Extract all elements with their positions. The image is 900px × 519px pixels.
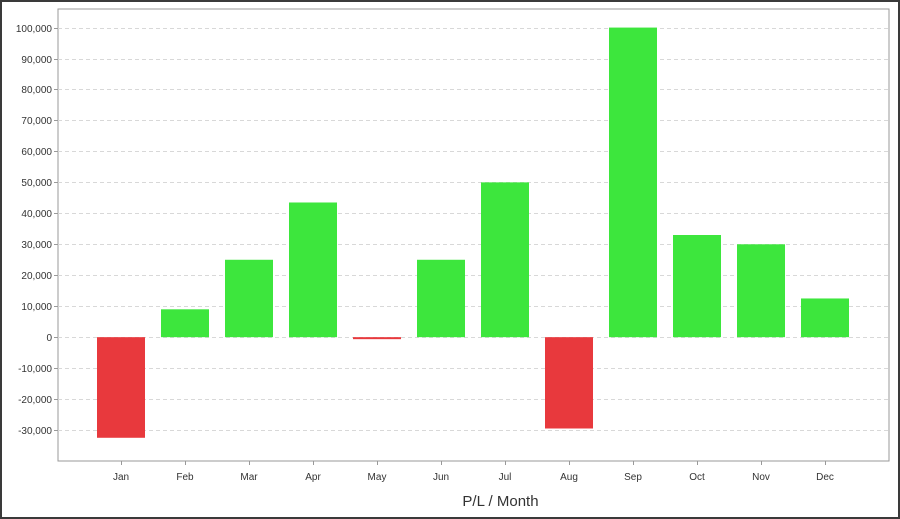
y-tick-label: 30,000 — [21, 240, 52, 251]
y-tick-label: -10,000 — [18, 364, 52, 375]
x-tick-label: Oct — [689, 472, 705, 483]
y-tick-label: 70,000 — [21, 116, 52, 127]
bar-jun — [417, 259, 465, 338]
grid-lines — [58, 28, 889, 431]
x-tick-label: Sep — [624, 472, 642, 483]
y-tick-label: -20,000 — [18, 395, 52, 406]
bar-aug — [545, 337, 593, 429]
x-tick-label: Nov — [752, 472, 770, 483]
x-tick-label: Dec — [816, 472, 834, 483]
bar-nov — [737, 244, 785, 338]
bar-mar — [225, 259, 273, 338]
x-tick-label: Aug — [560, 472, 578, 483]
bars — [97, 27, 849, 438]
bar-jul — [481, 182, 529, 338]
x-tick-label: Mar — [240, 472, 258, 483]
y-tick-label: 80,000 — [21, 85, 52, 96]
y-tick-label: 20,000 — [21, 271, 52, 282]
bar-sep — [609, 27, 657, 338]
y-tick-label: 40,000 — [21, 209, 52, 220]
x-tick-label: Jul — [499, 472, 512, 483]
plot-area — [57, 8, 890, 462]
y-tick-label: 0 — [46, 333, 52, 344]
bar-jan — [97, 337, 145, 438]
x-tick-label: Feb — [176, 472, 194, 483]
x-tick-label: Jan — [113, 472, 129, 483]
x-tick-label: Jun — [433, 472, 449, 483]
bar-apr — [289, 202, 337, 338]
y-tick-label: 50,000 — [21, 178, 52, 189]
x-tick-label: May — [368, 472, 387, 483]
y-tick-label: -30,000 — [18, 426, 52, 437]
x-axis: Jan Feb Mar Apr May Jun Jul Aug Sep Oct Nov Dec — [113, 461, 834, 483]
y-tick-label: 100,000 — [16, 24, 53, 35]
bar-feb — [161, 309, 209, 338]
bar-oct — [673, 235, 721, 338]
x-tick-label: Apr — [305, 472, 321, 483]
y-tick-label: 90,000 — [21, 55, 52, 66]
y-axis: -30,000 -20,000 -10,000 0 10,000 20,000 30,000… — [16, 24, 58, 437]
bar-may — [353, 337, 401, 340]
y-tick-label: 10,000 — [21, 302, 52, 313]
bar-dec — [801, 298, 849, 338]
y-tick-label: 60,000 — [21, 147, 52, 158]
x-axis-label: P/L / Month — [462, 493, 538, 510]
